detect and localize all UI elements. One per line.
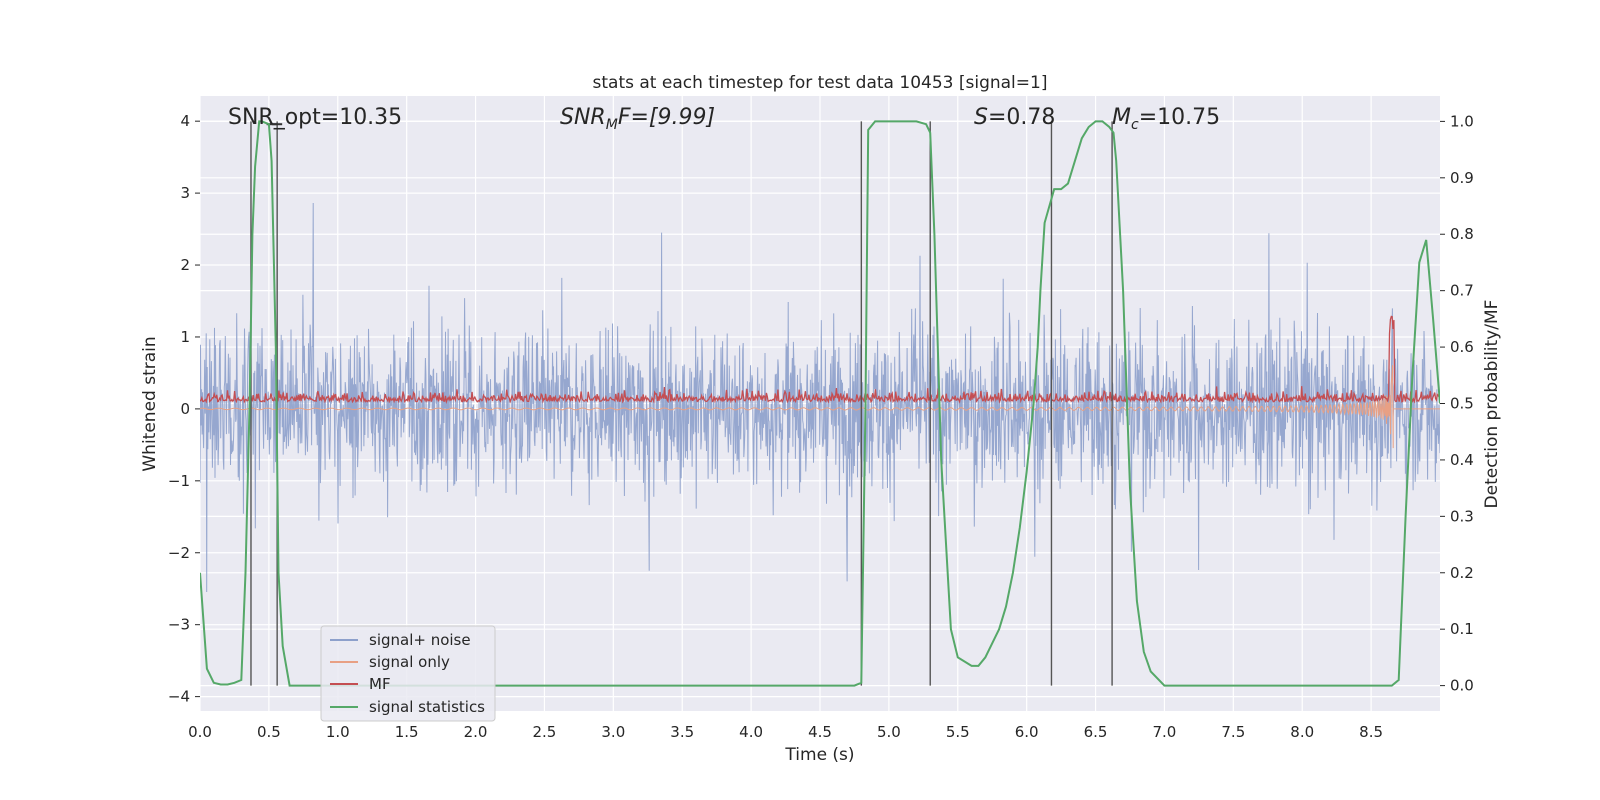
y-right-tick-label: 0.7 [1450, 282, 1474, 300]
series-signal-noise [200, 202, 1440, 593]
annotation-snr-opt: SNR_opt=10.35 [228, 105, 402, 130]
y-axis-label-right: Detection probability/MF [1482, 300, 1502, 509]
y-right-tick-label: 0.3 [1450, 507, 1474, 525]
y-left-tick-label: −4 [168, 688, 190, 706]
annotation-mc: Mc=10.75 [1112, 105, 1220, 133]
y-right-tick-label: 1.0 [1450, 112, 1474, 130]
x-tick-label: 4.5 [808, 723, 832, 741]
x-tick-label: 6.0 [1015, 723, 1039, 741]
y-right-tick-label: 0.8 [1450, 225, 1474, 243]
x-tick-label: 2.0 [464, 723, 488, 741]
x-tick-label: 7.5 [1221, 723, 1245, 741]
legend-label-signal-statistics: signal statistics [369, 698, 485, 716]
annotation-mc-value: =10.75 [1139, 105, 1220, 130]
x-tick-labels: 0.0 0.5 1.0 1.5 2.0 2.5 3.0 3.5 4.0 4.5 5.0 5.5 6.0 6… [188, 723, 1383, 741]
x-axis-label: Time (s) [784, 745, 854, 765]
legend-label-signal-noise: signal+ noise [369, 631, 471, 649]
y-left-tick-labels: 4 3 2 1 0 −1 −2 −3 −4 [168, 112, 200, 706]
y-left-tick-label: −1 [168, 472, 190, 490]
x-tick-label: 3.0 [601, 723, 625, 741]
x-tick-label: 2.5 [533, 723, 557, 741]
annotation-snr-mf-tail: F=[9.99] [618, 105, 715, 130]
y-right-tick-labels: 1.0 0.9 0.8 0.7 0.6 0.5 0.4 0.3 0.2 0.1 0.0 [1440, 112, 1474, 695]
y-right-tick-label: 0.9 [1450, 169, 1474, 187]
y-right-tick-label: 0.1 [1450, 620, 1474, 638]
annotation-mc-sub: c [1131, 117, 1139, 133]
y-left-tick-label: 3 [180, 184, 190, 202]
y-axis-label-left: Whitened strain [140, 336, 160, 471]
annotation-s-value: =0.78 [988, 105, 1055, 130]
y-left-tick-label: 1 [180, 328, 190, 346]
y-right-tick-label: 0.5 [1450, 395, 1474, 413]
annotation-mc-name: M [1112, 105, 1131, 130]
annotation-s-name: S [974, 105, 988, 130]
x-tick-label: 3.5 [670, 723, 694, 741]
x-tick-label: 6.5 [1084, 723, 1108, 741]
annotation-s: S=0.78 [974, 105, 1055, 130]
y-left-tick-label: −3 [168, 616, 190, 634]
series-signal-statistics [200, 120, 1440, 687]
y-right-tick-label: 0.6 [1450, 338, 1474, 356]
chart-title: stats at each timestep for test data 104… [593, 73, 1048, 93]
x-tick-label: 5.5 [946, 723, 970, 741]
x-tick-label: 8.5 [1359, 723, 1383, 741]
legend-label-mf: MF [369, 675, 391, 693]
y-left-tick-label: 0 [180, 400, 190, 418]
y-left-tick-label: 2 [180, 256, 190, 274]
x-tick-label: 0.0 [188, 723, 212, 741]
x-tick-label: 5.0 [877, 723, 901, 741]
x-tick-label: 1.5 [395, 723, 419, 741]
y-right-tick-label: 0.4 [1450, 451, 1474, 469]
plot-area [200, 120, 1440, 687]
legend: signal+ noise signal only MF signal stat… [320, 625, 496, 722]
y-right-tick-label: 0.2 [1450, 564, 1474, 582]
y-left-tick-label: 4 [180, 112, 190, 130]
legend-box [320, 625, 496, 722]
annotation-snr-mf: SNRMF=[9.99] [560, 105, 715, 133]
x-tick-label: 1.0 [326, 723, 350, 741]
x-tick-label: 0.5 [257, 723, 281, 741]
annotation-snr-mf-sub: M [606, 117, 618, 133]
series-mf [200, 315, 1440, 405]
x-tick-label: 7.0 [1153, 723, 1177, 741]
x-tick-label: 4.0 [739, 723, 763, 741]
legend-label-signal-only: signal only [369, 653, 450, 671]
y-left-tick-label: −2 [168, 544, 190, 562]
y-right-tick-label: 0.0 [1450, 677, 1474, 695]
series-signal-only [200, 365, 1440, 449]
annotation-snr-mf-name: SNR [560, 105, 606, 130]
x-tick-label: 8.0 [1290, 723, 1314, 741]
